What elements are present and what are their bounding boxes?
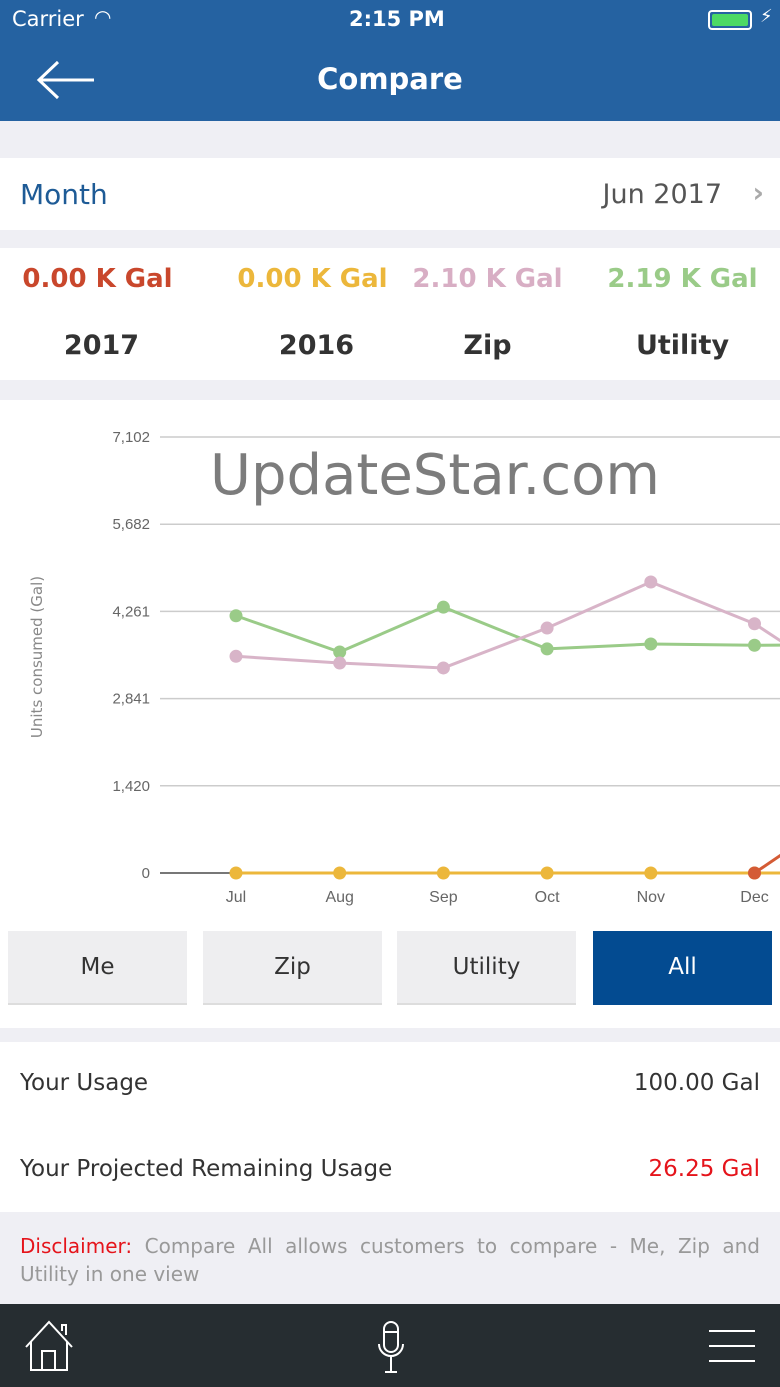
series-line-utility	[235, 605, 780, 654]
summary-2016-label: 2016	[278, 330, 355, 361]
x-tick-label: Oct	[535, 889, 560, 906]
data-point-2016	[540, 866, 554, 880]
y-tick-label: 4,261	[112, 603, 150, 620]
x-tick-label: Dec	[740, 889, 768, 906]
data-point-2016	[436, 866, 450, 880]
data-point-2017	[748, 866, 761, 880]
disclaimer-text: Compare All allows customers to compare …	[20, 1234, 760, 1286]
filter-all-button[interactable]: All	[593, 931, 772, 1005]
data-point-utility	[540, 642, 554, 656]
projected-usage-value: 26.25 Gal	[648, 1156, 760, 1182]
data-point-zip	[333, 656, 347, 670]
summary-2017-label: 2017	[63, 330, 140, 361]
series-line-zip	[235, 580, 780, 670]
y-tick-label: 2,841	[112, 691, 150, 708]
data-point-utility	[644, 637, 658, 651]
y-tick-label: 1,420	[112, 778, 150, 795]
period-label: Month	[20, 178, 108, 211]
summary-panel: 0.00 K Gal 0.00 K Gal 2.10 K Gal 2.19 K …	[0, 248, 780, 380]
your-usage-value: 100.00 Gal	[633, 1070, 760, 1096]
chart-panel: 0 1,420 2,841 4,261 5,682 7,102 Jul Aug Sep Oct No…	[0, 400, 780, 1028]
carrier: Carrier	[12, 7, 84, 31]
nav-bar: Compare	[0, 40, 780, 121]
y-tick-label: 5,682	[112, 516, 150, 533]
time: 2:15 PM	[349, 7, 445, 31]
watermark: UpdateStar.com	[210, 443, 660, 508]
series-line-2017	[753, 853, 780, 875]
data-point-utility	[436, 600, 450, 614]
back-arrow-icon[interactable]	[36, 60, 96, 100]
y-tick-label: 0	[142, 865, 150, 882]
data-point-2016	[333, 866, 347, 880]
filter-me-button[interactable]: Me	[8, 931, 187, 1005]
status-bar: Carrier ◠ 2:15 PM ⚡	[0, 0, 780, 40]
projected-usage-label: Your Projected Remaining Usage	[20, 1156, 393, 1182]
summary-zip-value: 2.10 K Gal	[412, 264, 563, 294]
menu-icon[interactable]	[709, 1328, 755, 1364]
summary-utility-label: Utility	[635, 330, 730, 361]
your-usage-label: Your Usage	[20, 1070, 149, 1096]
wifi-icon: ◠	[94, 5, 112, 29]
disclaimer: Disclaimer: Compare All allows customers…	[20, 1232, 760, 1288]
data-point-zip	[436, 661, 450, 675]
filter-zip-button[interactable]: Zip	[203, 931, 382, 1005]
x-tick-label: Aug	[325, 889, 353, 906]
summary-2017-value: 0.00 K Gal	[22, 264, 173, 294]
usage-chart: 0 1,420 2,841 4,261 5,682 7,102 Jul Aug Sep Oct No…	[28, 429, 780, 906]
period-selector[interactable]: Month Jun 2017 ›	[0, 158, 780, 230]
microphone-icon[interactable]	[376, 1320, 406, 1374]
data-point-zip	[748, 617, 761, 631]
data-point-zip	[229, 649, 243, 663]
chevron-right-icon: ›	[752, 176, 764, 209]
period-value: Jun 2017	[602, 179, 722, 210]
usage-panel: Your Usage 100.00 Gal Your Projected Rem…	[0, 1042, 780, 1212]
y-axis-label: Units consumed (Gal)	[28, 576, 46, 738]
filter-utility-button[interactable]: Utility	[397, 931, 576, 1005]
x-tick-label: Sep	[429, 889, 458, 906]
battery-icon	[708, 10, 752, 30]
summary-utility-value: 2.19 K Gal	[607, 264, 758, 294]
data-point-utility	[229, 609, 243, 623]
summary-zip-label: Zip	[463, 330, 512, 361]
x-tick-label: Nov	[637, 889, 665, 906]
summary-2016-value: 0.00 K Gal	[237, 264, 388, 294]
charging-icon: ⚡	[760, 6, 773, 27]
page-title: Compare	[317, 62, 463, 96]
x-tick-label: Jul	[226, 889, 246, 906]
data-point-2016	[229, 866, 243, 880]
data-point-utility	[748, 638, 761, 652]
y-tick-label: 7,102	[112, 429, 150, 446]
disclaimer-label: Disclaimer:	[20, 1234, 133, 1258]
data-point-zip	[644, 575, 658, 589]
data-point-utility	[333, 645, 347, 659]
tab-bar	[0, 1304, 780, 1387]
data-point-2016	[644, 866, 658, 880]
data-point-zip	[540, 621, 554, 635]
home-icon[interactable]	[24, 1320, 74, 1372]
